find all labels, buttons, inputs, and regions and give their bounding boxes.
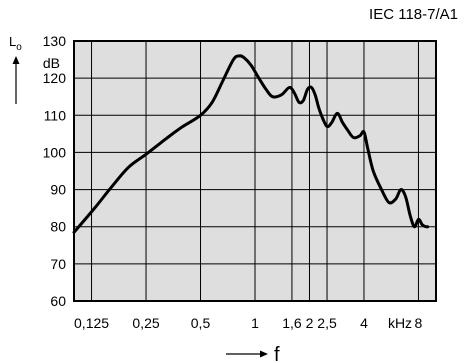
x-tick-label: 1,6 xyxy=(282,315,302,331)
standard-label: IEC 118-7/A1 xyxy=(369,6,458,23)
y-axis-arrowhead xyxy=(12,56,20,64)
x-tick-label: 0,125 xyxy=(74,315,109,331)
x-tick-label: 0,25 xyxy=(132,315,159,331)
y-tick-label: 110 xyxy=(44,107,67,123)
y-unit-label: dB xyxy=(43,55,60,71)
y-axis-label-sub: o xyxy=(16,42,22,53)
plot-frame xyxy=(73,40,437,302)
y-tick-label: 100 xyxy=(43,144,67,160)
y-axis-label-main: L xyxy=(9,34,16,49)
y-tick-label: 130 xyxy=(43,33,67,49)
y-tick-label: 60 xyxy=(50,293,66,309)
x-tick-label: 0,5 xyxy=(191,315,211,331)
x-tick-label: 2 xyxy=(306,315,314,331)
x-axis-label: f xyxy=(274,344,280,363)
x-tick-label: 2,5 xyxy=(317,315,337,331)
x-tick-label: 8 xyxy=(415,315,423,331)
x-tick-labels: 0,125 0,25 0,5 1 1,6 2 2,5 4 8 xyxy=(74,315,423,331)
x-axis-arrowhead xyxy=(260,350,268,358)
x-unit-label: kHz xyxy=(388,315,412,331)
y-tick-label: 120 xyxy=(43,70,67,86)
y-tick-labels: 60 70 80 90 100 110 120 130 xyxy=(43,33,67,309)
y-tick-label: 90 xyxy=(50,182,66,198)
y-tick-label: 70 xyxy=(50,256,66,272)
series-line xyxy=(72,54,430,234)
x-tick-label: 1 xyxy=(251,315,259,331)
y-tick-label: 80 xyxy=(50,219,66,235)
y-axis-label: Lo xyxy=(9,34,22,53)
x-tick-label: 4 xyxy=(360,315,368,331)
